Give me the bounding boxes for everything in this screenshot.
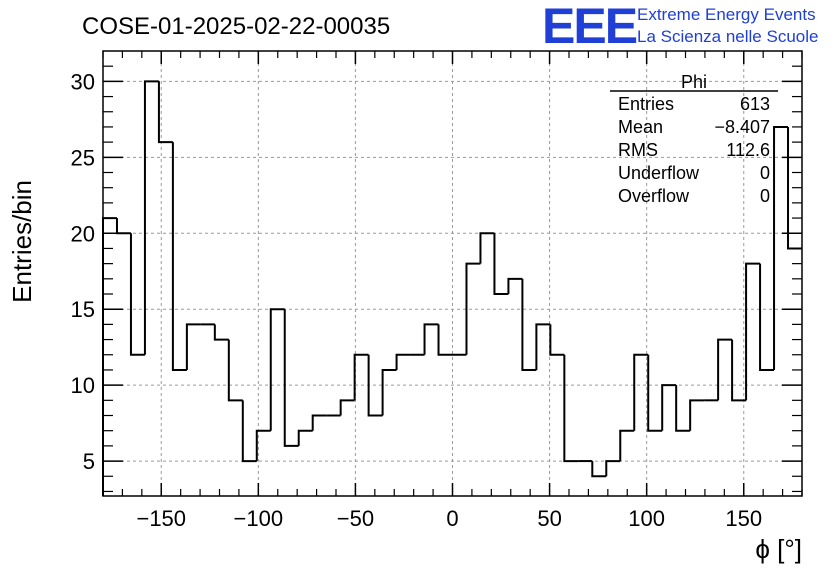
histogram-bin	[297, 429, 313, 446]
histogram-bin	[507, 277, 523, 295]
stats-label-underflow: Underflow	[618, 163, 700, 183]
histogram-bin	[157, 81, 173, 144]
stats-label-overflow: Overflow	[618, 186, 690, 206]
stats-label-mean: Mean	[618, 117, 663, 137]
eee-logo-icon: EEE	[542, 0, 637, 54]
histogram-bin	[563, 354, 579, 463]
y-axis-title: Entries/bin	[7, 180, 37, 303]
stats-label-entries: Entries	[618, 94, 674, 114]
histogram-bin	[423, 323, 439, 355]
y-tick-label: 30	[71, 69, 95, 94]
x-tick-label: 50	[537, 506, 561, 531]
x-axis-title: ϕ [°]	[755, 534, 802, 564]
histogram-bin	[381, 368, 397, 416]
histogram-bin	[171, 142, 187, 371]
logo-line-2: La Scienza nelle Scuole	[637, 27, 818, 46]
histogram-bin	[479, 232, 495, 264]
histogram-bin	[759, 263, 775, 371]
histogram-bin	[143, 80, 159, 355]
histogram-bin	[493, 233, 509, 296]
stats-label-rms: RMS	[618, 140, 658, 160]
histogram-bin	[129, 233, 145, 356]
histogram-bin	[115, 218, 131, 235]
y-tick-label: 15	[71, 297, 95, 322]
logo-line-1: Extreme Energy Events	[637, 5, 816, 24]
y-tick-label: 5	[83, 449, 95, 474]
stats-value-mean: −8.407	[714, 117, 770, 137]
stats-title: Phi	[681, 72, 707, 92]
histogram-bin	[241, 400, 257, 463]
histogram-bin	[255, 429, 271, 462]
stats-value-entries: 613	[740, 94, 770, 114]
x-tick-label: −150	[136, 506, 186, 531]
histogram-bin	[549, 324, 565, 356]
histogram-bin	[731, 339, 747, 402]
y-tick-label: 25	[71, 145, 95, 170]
histogram-bin	[269, 308, 285, 431]
histogram-bin	[773, 125, 789, 370]
histogram-bin	[675, 385, 691, 432]
histogram-bin	[227, 339, 243, 402]
histogram-bin	[353, 353, 369, 401]
histogram-bin	[465, 262, 481, 355]
grid-lines	[103, 51, 802, 496]
histogram-bin	[633, 353, 649, 431]
histogram-bin	[619, 429, 635, 462]
tick-labels: −150 −100 −50 0 50 100 150 5 10 15 20 25 30	[71, 69, 763, 531]
histogram-bin	[745, 262, 761, 401]
histogram-bin	[647, 354, 663, 432]
histogram-bin	[339, 399, 355, 416]
histogram-bin	[185, 323, 201, 370]
axis-ticks	[102, 51, 803, 496]
x-tick-label: 0	[446, 506, 458, 531]
histogram-bin	[591, 461, 607, 478]
histogram-bin	[661, 384, 677, 431]
stats-box: Phi Entries 613 Mean −8.407 RMS 112.6 Un…	[610, 72, 778, 206]
stats-value-underflow: 0	[760, 163, 770, 183]
x-tick-label: −100	[234, 506, 284, 531]
histogram-bin	[283, 309, 299, 447]
histogram-bin	[689, 399, 705, 431]
histogram-bin	[521, 278, 537, 371]
histogram-bin	[102, 217, 117, 496]
histogram-bin	[213, 324, 229, 341]
histogram-bin	[535, 323, 551, 370]
histogram-bin	[605, 460, 621, 477]
histogram-bin	[437, 324, 453, 356]
histogram-bin	[717, 338, 733, 401]
histogram-bin	[311, 414, 327, 431]
run-title: COSE-01-2025-02-22-00035	[82, 13, 390, 40]
x-tick-label: 150	[725, 506, 762, 531]
stats-value-rms: 112.6	[726, 140, 770, 160]
stats-value-overflow: 0	[760, 186, 770, 206]
histogram-bin	[367, 354, 383, 417]
y-tick-label: 20	[71, 221, 95, 246]
x-tick-label: −50	[337, 506, 374, 531]
histogram-bin	[395, 353, 411, 370]
x-tick-label: 100	[628, 506, 665, 531]
y-tick-label: 10	[71, 373, 95, 398]
